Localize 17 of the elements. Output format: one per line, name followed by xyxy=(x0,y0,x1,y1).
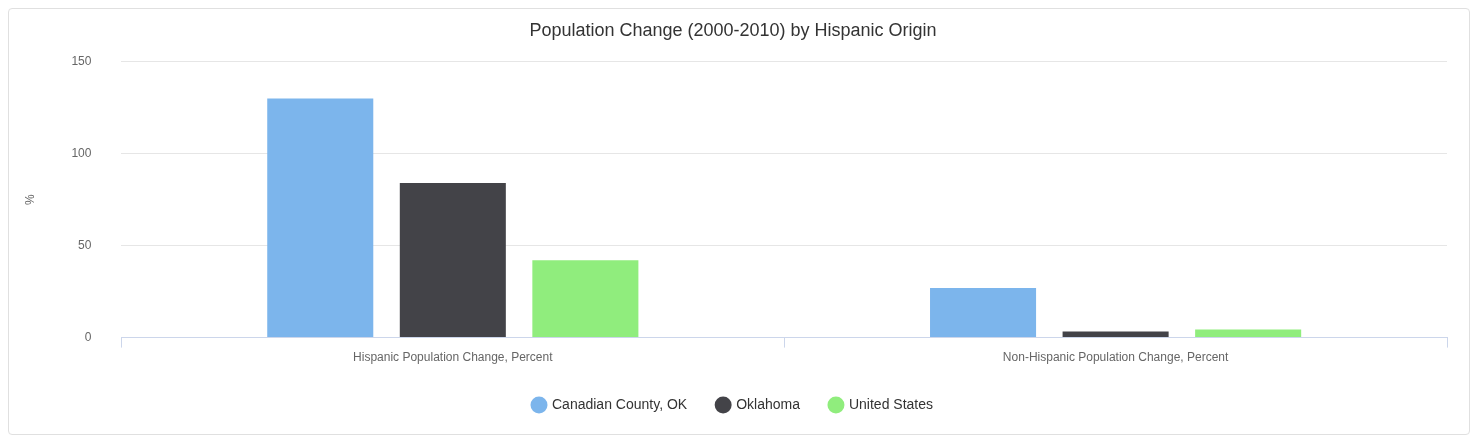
bar xyxy=(532,260,639,338)
bar xyxy=(1062,331,1169,338)
bar xyxy=(1195,329,1302,338)
chart-title: Population Change (2000-2010) by Hispanic Origin xyxy=(529,19,937,40)
bar xyxy=(930,287,1037,338)
y-tick-label: 100 xyxy=(71,145,92,160)
x-tick-label: Non-Hispanic Population Change, Percent xyxy=(1002,350,1230,365)
x-tick-label: Hispanic Population Change, Percent xyxy=(353,350,554,365)
bar xyxy=(267,98,374,338)
legend-label: United States xyxy=(848,395,934,412)
legend-label: Canadian County, OK xyxy=(552,395,688,412)
y-tick-label: 0 xyxy=(84,329,92,344)
bar xyxy=(399,183,506,338)
y-axis-title: % xyxy=(22,193,37,205)
y-tick-label: 150 xyxy=(71,53,92,68)
y-tick-label: 50 xyxy=(78,237,92,252)
legend-label: Oklahoma xyxy=(736,395,801,412)
